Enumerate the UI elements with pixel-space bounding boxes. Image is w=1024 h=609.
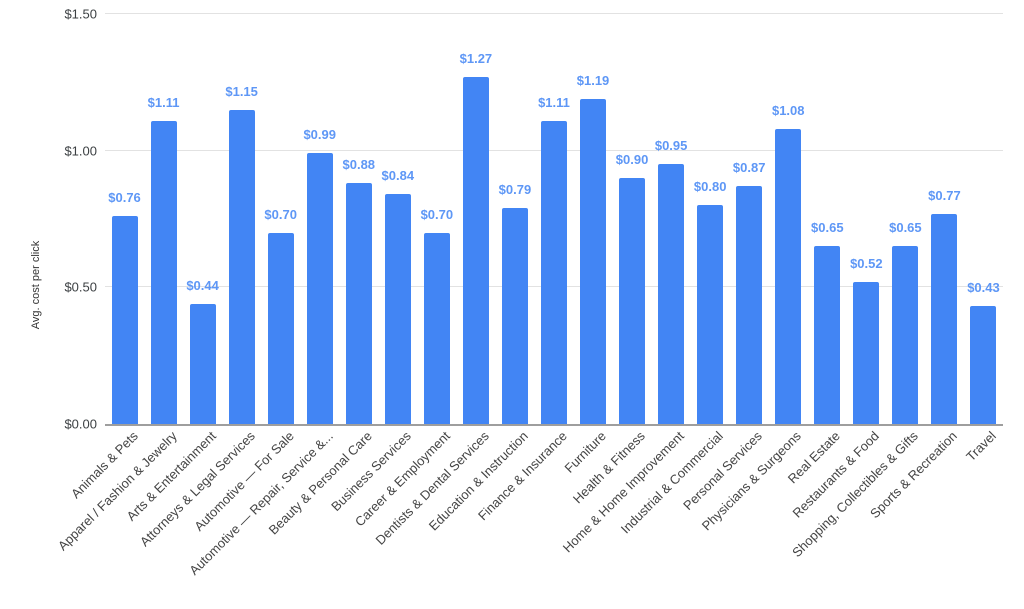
bar[interactable]	[541, 120, 567, 424]
bar[interactable]	[658, 164, 685, 424]
bar[interactable]	[697, 205, 724, 424]
bar-value-label: $1.11	[147, 94, 180, 110]
bar[interactable]	[150, 120, 177, 424]
bar[interactable]	[619, 178, 646, 424]
bar[interactable]	[384, 194, 411, 424]
bar[interactable]	[501, 208, 528, 424]
bar-value-label: $0.52	[850, 255, 883, 271]
bar-value-label: $0.90	[615, 152, 649, 167]
bar[interactable]	[345, 183, 372, 424]
y-axis: $0.00 $0.50 $1.00 $1.50	[0, 7, 97, 432]
bar-value-label: $1.08	[771, 102, 805, 118]
bar-value-label: $0.80	[693, 179, 727, 195]
bar[interactable]	[306, 153, 333, 424]
bar-value-label: $0.79	[498, 182, 532, 198]
bar-value-label: $0.65	[811, 220, 844, 236]
bar[interactable]	[580, 98, 607, 424]
bar[interactable]	[228, 109, 255, 424]
bar-value-label: $0.87	[732, 160, 766, 176]
x-axis: Animals & Pets Apparel / Fashion & Jewelr…	[54, 428, 1003, 578]
bar[interactable]	[775, 128, 802, 424]
bar-chart: Avg. cost per click $0.00 $0.50 $1.00 $1.50…	[0, 7, 1003, 578]
plot-area: $0.76 $1.11 $0.44 $1.15 $0.70 $0.99 $0.88 $0.84…	[105, 13, 1003, 426]
y-tick-label: $0.50	[64, 279, 97, 295]
bar-value-label: $0.84	[381, 168, 415, 184]
bar-value-label: $1.27	[459, 50, 493, 66]
bar[interactable]	[189, 303, 216, 424]
bar-value-label: $0.43	[967, 280, 1000, 296]
bar-value-label: $0.65	[889, 220, 922, 236]
bar-value-label: $0.70	[264, 206, 297, 222]
bar-value-label: $0.99	[303, 127, 336, 143]
bar[interactable]	[853, 281, 880, 424]
bar[interactable]	[970, 306, 997, 424]
bar-value-label: $0.76	[108, 190, 141, 206]
bar-value-label: $0.44	[186, 277, 219, 293]
bar[interactable]	[931, 213, 958, 424]
bar-value-label: $0.70	[420, 206, 454, 222]
bar-value-label: $1.15	[225, 83, 258, 99]
bar[interactable]	[423, 232, 450, 424]
bar-value-label: $0.88	[342, 157, 376, 173]
bar[interactable]	[814, 246, 841, 424]
bar[interactable]	[736, 186, 763, 424]
y-tick-label: $1.50	[64, 6, 97, 22]
bar[interactable]	[111, 216, 138, 424]
bar[interactable]	[267, 232, 294, 424]
bar-value-label: $1.19	[576, 72, 610, 88]
bar-value-label: $0.95	[654, 138, 688, 154]
bar-value-label: $0.77	[928, 187, 961, 203]
gridline	[105, 13, 1003, 14]
bar[interactable]	[462, 76, 489, 424]
bar[interactable]	[892, 246, 919, 424]
y-tick-label: $1.00	[64, 143, 97, 159]
bar-value-label: $1.11	[538, 94, 570, 110]
y-tick-label: $0.00	[64, 416, 97, 432]
